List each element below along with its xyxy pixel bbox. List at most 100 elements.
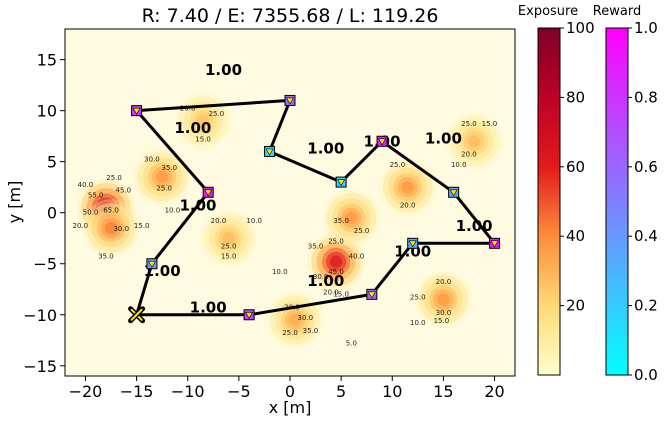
segment-label: 1.00 xyxy=(190,299,227,317)
exposure-source xyxy=(414,270,473,329)
waypoint-triangle xyxy=(449,189,458,197)
colorbar-tick-label: 0.0 xyxy=(634,366,658,384)
waypoint-marker xyxy=(264,145,276,157)
contour-label: 20.0 xyxy=(211,217,227,225)
colorbar-tick-label: 40 xyxy=(566,227,585,245)
exposure-level xyxy=(437,293,450,306)
segment-label: 1.00 xyxy=(307,272,344,290)
y-tick-label: −5 xyxy=(33,255,57,274)
x-tick-label: −15 xyxy=(120,382,154,401)
contour-label: 5.0 xyxy=(346,339,357,347)
reward-colorbar-gradient xyxy=(605,27,629,376)
exposure-level xyxy=(288,313,302,327)
reward-colorbar-title: Reward xyxy=(593,4,641,19)
contour-label: 30.0 xyxy=(436,309,452,317)
segment-label: 1.00 xyxy=(394,243,431,261)
y-tick-label: 0 xyxy=(47,204,57,223)
waypoint-marker xyxy=(407,237,419,249)
waypoint-marker xyxy=(366,288,378,300)
exposure-source xyxy=(445,112,503,171)
x-tick-label: 15 xyxy=(433,382,453,401)
exposure-level xyxy=(467,135,481,148)
x-tick-label: 5 xyxy=(336,382,346,401)
contour-label: 40.0 xyxy=(349,253,365,261)
contour-label: 15.0 xyxy=(482,120,498,128)
contour-label: 20.0 xyxy=(323,288,339,296)
reward-colorbar-ticks: 0.0 0.2 0.4 0.6 0.8 1.0 xyxy=(628,19,658,384)
plot-area: 20.025.015.030.035.025.025.040.045.055.0… xyxy=(64,28,516,377)
exposure-source xyxy=(82,199,140,257)
waypoint-triangle xyxy=(132,107,141,115)
contour-label: 15.0 xyxy=(333,290,349,298)
reward-colorbar: Reward 0.0 0.2 0.4 0.6 0.8 1.0 xyxy=(593,4,658,384)
segment-label: 1.00 xyxy=(456,217,493,235)
contour-label: 35.0 xyxy=(162,164,178,172)
trajectory-line xyxy=(135,98,496,317)
waypoint-marker xyxy=(146,258,158,270)
waypoint-triangle xyxy=(285,97,295,105)
exposure-colorbar-ticks: 20 40 60 80 100 xyxy=(560,19,595,315)
x-tick-label: 10 xyxy=(382,382,402,401)
contour-label: 25.0 xyxy=(156,184,172,192)
contour-label: 20.0 xyxy=(73,222,89,230)
waypoints xyxy=(128,94,501,324)
colorbar-tick-label: 0.4 xyxy=(634,227,658,245)
contour-label: 15.0 xyxy=(195,135,211,143)
x-axis-ticks: −20 −15 −10 −5 0 5 10 15 20 xyxy=(69,376,505,401)
waypoint-triangle xyxy=(490,240,499,248)
exposure-source xyxy=(266,291,324,349)
contour-label: 25.0 xyxy=(390,161,406,169)
y-axis-ticks: −15 −10 −5 0 5 10 15 xyxy=(23,51,65,376)
segment-label: 1.00 xyxy=(307,140,344,158)
contour-label: 20.0 xyxy=(436,278,452,286)
contour-label: 35.0 xyxy=(308,242,324,250)
contour-label: 10.0 xyxy=(410,319,426,327)
colorbar-tick-label: 1.0 xyxy=(634,19,658,37)
colorbar-tick-label: 0.8 xyxy=(634,88,658,106)
exposure-level xyxy=(104,221,118,235)
waypoint-marker xyxy=(243,309,255,321)
waypoint-marker xyxy=(376,135,388,147)
segment-label: 1.00 xyxy=(179,197,216,215)
contour-label: 30.0 xyxy=(313,273,329,281)
trajectory xyxy=(135,98,496,317)
x-tick-label: 20 xyxy=(484,382,504,401)
contour-label: 35.0 xyxy=(303,327,319,335)
waypoint-marker xyxy=(448,186,460,198)
waypoint-triangle xyxy=(408,240,417,248)
x-axis-label: x [m] xyxy=(269,398,312,417)
contour-label: 30.0 xyxy=(298,314,314,322)
contour-label: 25.0 xyxy=(461,120,477,128)
contour-label: 35.0 xyxy=(333,217,349,225)
exposure-source xyxy=(199,209,258,267)
exposure-heatmap xyxy=(77,92,503,349)
colorbar-tick-label: 0.2 xyxy=(634,297,658,315)
contour-label: 10.0 xyxy=(246,217,262,225)
contour-label: 30.0 xyxy=(113,225,129,233)
colorbar-tick-label: 60 xyxy=(566,158,585,176)
contour-label: 15.0 xyxy=(134,222,150,230)
contour-label: 10.0 xyxy=(165,207,181,215)
contour-label: 10.0 xyxy=(272,268,288,276)
waypoint-marker xyxy=(131,105,143,117)
contour-label: 25.0 xyxy=(209,110,225,118)
contour-label: 15.0 xyxy=(434,317,450,325)
contour-label: 55.0 xyxy=(88,191,104,199)
y-tick-label: −15 xyxy=(23,357,57,376)
exposure-level xyxy=(401,181,414,194)
waypoint-triangle xyxy=(204,189,213,197)
contour-label: 40.0 xyxy=(78,181,94,189)
waypoint-marker xyxy=(202,186,214,198)
exposure-colorbar-title: Exposure xyxy=(518,4,578,19)
exposure-level xyxy=(345,211,358,224)
exposure-source xyxy=(322,189,381,247)
x-tick-label: −20 xyxy=(69,382,103,401)
exposure-level xyxy=(222,232,235,245)
colorbar-tick-label: 20 xyxy=(566,297,585,315)
contour-label: 25.0 xyxy=(282,329,298,337)
chart-title: R: 7.40 / E: 7355.68 / L: 119.26 xyxy=(142,5,439,27)
contour-label: 15.0 xyxy=(221,253,237,261)
x-tick-label: 0 xyxy=(285,382,295,401)
exposure-level xyxy=(196,114,210,127)
x-tick-label: −10 xyxy=(171,382,205,401)
